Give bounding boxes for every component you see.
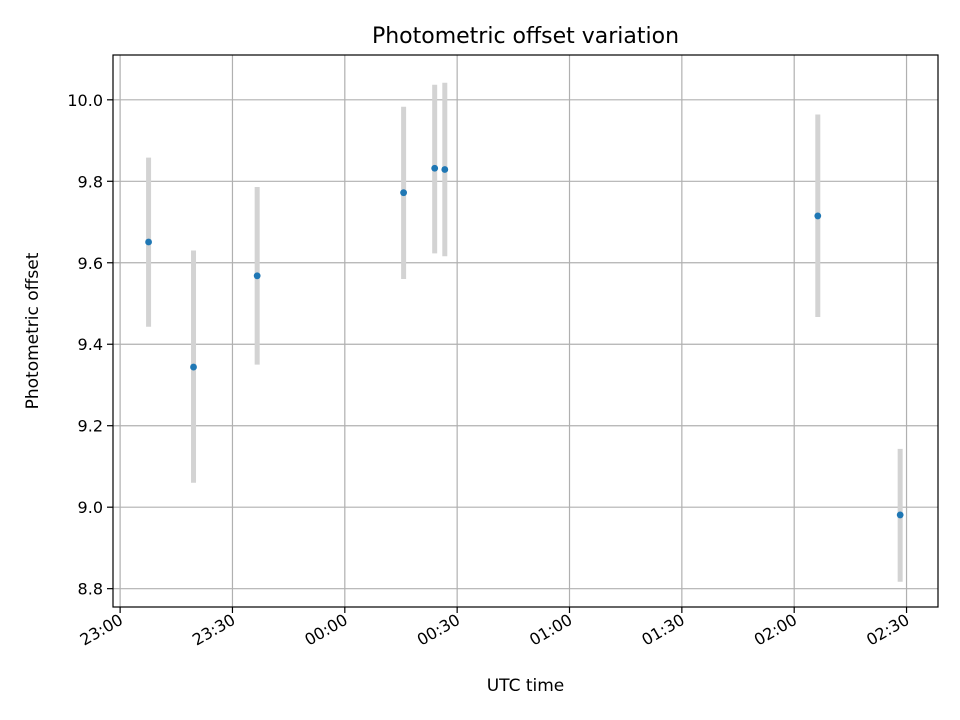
y-axis-ticks: 8.8 9.0 9.2 9.4 9.6 9.8 10.0 — [67, 91, 113, 599]
y-tick-label: 9.0 — [78, 498, 103, 517]
data-points — [145, 164, 904, 519]
data-point — [814, 212, 822, 220]
x-tick-label: 02:00 — [751, 610, 800, 650]
chart-title: Photometric offset variation — [372, 24, 679, 49]
y-tick-label: 9.6 — [78, 254, 103, 273]
x-tick-label: 00:00 — [301, 610, 350, 650]
x-tick-label: 01:00 — [526, 610, 575, 650]
grid — [113, 55, 938, 607]
x-axis-ticks: 23:00 23:30 00:00 00:30 01:00 01:30 02:00 02:30 — [77, 607, 913, 650]
data-point — [253, 272, 261, 280]
x-tick-label: 00:30 — [414, 610, 463, 650]
data-point — [400, 189, 408, 197]
data-point — [190, 363, 197, 371]
x-axis-label: UTC time — [487, 676, 565, 696]
y-axis-label: Photometric offset — [23, 252, 43, 409]
data-point — [896, 511, 904, 519]
data-point — [145, 238, 152, 246]
y-tick-label: 9.8 — [78, 172, 103, 191]
x-tick-label: 01:30 — [638, 610, 687, 650]
x-tick-label: 23:00 — [77, 610, 126, 650]
plot-area-frame — [112, 54, 939, 608]
y-tick-label: 8.8 — [78, 580, 103, 599]
y-tick-label: 10.0 — [67, 91, 103, 110]
data-point — [441, 166, 449, 173]
y-tick-label: 9.4 — [78, 335, 103, 354]
y-tick-label: 9.2 — [78, 417, 103, 436]
data-point — [431, 164, 439, 172]
x-tick-label: 02:30 — [863, 610, 912, 650]
x-tick-label: 23:30 — [189, 610, 238, 650]
